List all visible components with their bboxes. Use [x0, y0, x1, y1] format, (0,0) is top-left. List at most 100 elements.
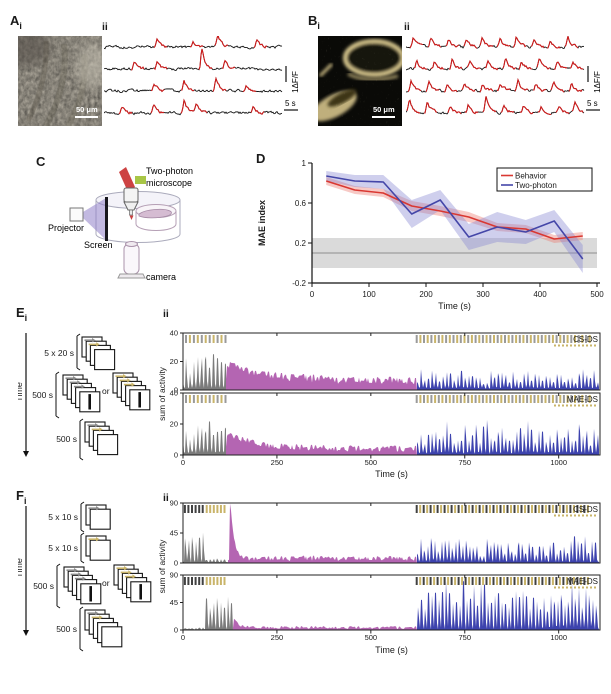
panel-e-ii-label: ii	[163, 308, 169, 320]
laser-beam	[119, 167, 135, 192]
panel-c-setup-diagram: Two-photon microscope Projector Screen c…	[48, 166, 193, 282]
panel-b-scalebar-text: 50 μm	[373, 105, 395, 114]
panel-c-letter: C	[36, 154, 46, 169]
panel-a-sub-i: i	[19, 21, 22, 31]
svg-text:CS-DS: CS-DS	[573, 505, 598, 514]
svg-text:MAE-DS: MAE-DS	[567, 395, 598, 404]
panel-a-time-scale-label: 5 s	[285, 99, 296, 108]
svg-text:Time (s): Time (s)	[375, 645, 408, 655]
svg-text:CS-DS: CS-DS	[573, 335, 598, 344]
panel-b-scale-labels: 1ΔF/F 5 s	[586, 66, 602, 111]
panel-a-scalebar-text: 50 μm	[76, 105, 98, 114]
svg-text:90: 90	[170, 571, 178, 580]
svg-text:0.2: 0.2	[295, 239, 307, 248]
svg-text:20: 20	[170, 420, 178, 429]
svg-text:5 x 20 s: 5 x 20 s	[44, 348, 74, 358]
svg-text:300: 300	[476, 290, 490, 299]
svg-text:sum of activity: sum of activity	[158, 366, 167, 421]
svg-text:Time: Time	[18, 558, 24, 578]
svg-text:1: 1	[302, 159, 307, 168]
svg-text:Two-photon: Two-photon	[515, 181, 557, 190]
objective-taper	[123, 201, 139, 211]
projector-box	[69, 207, 84, 222]
panel-f-label: Fi	[16, 489, 26, 506]
panel-c-label: C	[36, 155, 45, 168]
camera-label: camera	[146, 272, 176, 282]
svg-text:0: 0	[174, 451, 178, 460]
camera-body	[123, 243, 140, 275]
laser-focus	[129, 215, 134, 220]
svg-text:Time (s): Time (s)	[375, 469, 408, 479]
twophoton-image: 50 μm	[318, 36, 402, 126]
svg-text:500: 500	[365, 633, 378, 642]
brightfield-image: 50 μm	[18, 36, 102, 126]
svg-text:400: 400	[533, 290, 547, 299]
panel-b-ii-label: ii	[404, 21, 410, 33]
panel-a-traces	[104, 36, 283, 116]
svg-text:Time: Time	[18, 382, 24, 402]
panel-b-micrograph: 50 μm	[318, 36, 402, 126]
svg-text:500 s: 500 s	[33, 581, 54, 591]
panel-a-scalebar	[75, 116, 98, 118]
svg-text:500: 500	[365, 458, 378, 467]
svg-text:-0.2: -0.2	[292, 279, 306, 288]
svg-text:MAE index: MAE index	[257, 200, 267, 246]
svg-text:0: 0	[174, 626, 178, 635]
svg-text:100: 100	[362, 290, 376, 299]
svg-text:1000: 1000	[550, 458, 567, 467]
panel-b-df-label: 1ΔF/F	[593, 71, 602, 93]
svg-text:750: 750	[458, 458, 471, 467]
camera-base	[117, 273, 146, 279]
screen-label: Screen	[84, 240, 113, 250]
microscope-label-line2: microscope	[146, 178, 192, 188]
panel-d-label: D	[256, 152, 265, 165]
svg-text:250: 250	[271, 633, 284, 642]
panel-b-traces	[406, 36, 585, 116]
svg-text:500 s: 500 s	[56, 624, 77, 634]
panel-d-mae-chart: 1 0.6 0.2 -0.2 0 100 200 300 400 500 Time (s) MAE i…	[257, 159, 604, 311]
panel-e-label: Ei	[16, 306, 27, 323]
svg-text:0: 0	[181, 458, 185, 467]
panel-b-scalebar	[372, 116, 395, 118]
camera-lens	[125, 241, 138, 247]
svg-text:500: 500	[590, 290, 604, 299]
panel-b-sub-i: i	[317, 21, 320, 31]
svg-text:500 s: 500 s	[32, 390, 53, 400]
svg-text:0: 0	[174, 559, 178, 568]
svg-text:sum of activity: sum of activity	[158, 539, 167, 594]
svg-text:or: or	[102, 578, 110, 588]
panel-f-sub-i: i	[23, 496, 27, 506]
panel-a-letter: A	[10, 13, 20, 28]
svg-text:0: 0	[174, 386, 178, 395]
svg-text:45: 45	[170, 598, 178, 607]
svg-text:or: or	[102, 386, 110, 396]
svg-text:20: 20	[170, 357, 178, 366]
svg-text:40: 40	[170, 329, 178, 338]
panel-f-activity-chart: CS-DS 0 45 90 MAE-DS 0 45 90 0 250 500 750 1000 Time …	[158, 499, 601, 655]
panel-f-letter: F	[16, 488, 24, 503]
svg-text:5 x 10 s: 5 x 10 s	[48, 512, 78, 522]
svg-text:0: 0	[181, 633, 185, 642]
svg-text:45: 45	[170, 529, 178, 538]
panel-a-micrograph: 50 μm	[18, 36, 102, 126]
panel-e-sub-i: i	[24, 313, 28, 323]
svg-text:5 x 10 s: 5 x 10 s	[48, 543, 78, 553]
svg-text:1000: 1000	[550, 633, 567, 642]
panel-f-protocol-schematic: Time 5 x 10 s 5 x 10 s or 500 s 500 s	[18, 501, 152, 652]
dish-body	[135, 211, 177, 231]
svg-text:200: 200	[419, 290, 433, 299]
panel-a-scale-labels: 1ΔF/F 5 s	[284, 66, 300, 111]
svg-text:MAE-DS: MAE-DS	[567, 577, 598, 586]
panel-b-time-scale-label: 5 s	[587, 99, 598, 108]
panel-e-letter: E	[16, 305, 25, 320]
panel-d-letter: D	[256, 151, 266, 166]
projector-label: Projector	[48, 223, 84, 233]
fish	[138, 208, 172, 219]
screen-bar	[105, 197, 108, 241]
panel-e-protocol-schematic: Time 5 x 20 s or 500 s 500 s	[18, 333, 151, 461]
panel-f-ii-label: ii	[163, 492, 169, 504]
objective-body	[123, 187, 139, 203]
svg-text:250: 250	[271, 458, 284, 467]
svg-text:0.6: 0.6	[295, 199, 307, 208]
